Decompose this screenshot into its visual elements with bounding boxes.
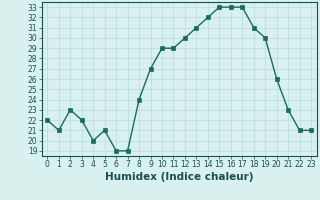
X-axis label: Humidex (Indice chaleur): Humidex (Indice chaleur) [105,172,253,182]
